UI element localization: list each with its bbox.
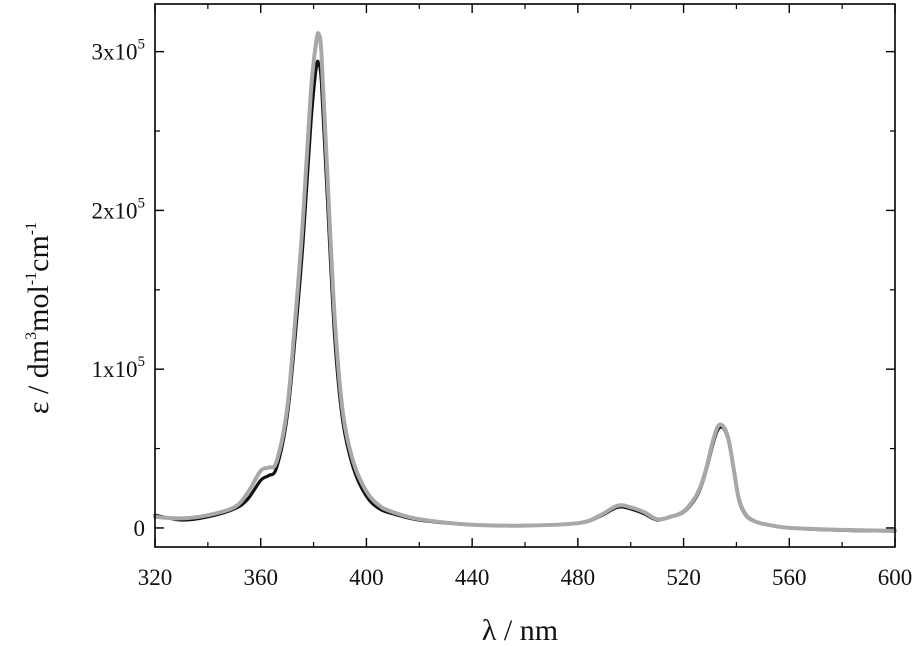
- y-axis-title-part: cm: [22, 235, 55, 272]
- series-line-2: [153, 31, 897, 533]
- x-tick-label: 400: [349, 565, 384, 590]
- series-layer: [153, 31, 897, 533]
- y-axis-title-sup: -1: [23, 272, 40, 285]
- y-axis-title-sup: 3: [23, 332, 40, 340]
- y-axis-title-part: ε / dm: [22, 340, 55, 414]
- plot-frame: [154, 3, 896, 548]
- x-tick-label: 360: [243, 565, 278, 590]
- x-tick-label: 480: [561, 565, 596, 590]
- series-line-1: [153, 59, 897, 533]
- x-tick-label: 560: [772, 565, 807, 590]
- tick-layer: 320 360 400 440 480 520 560 600 0 1x105 2x105 3x105: [92, 4, 913, 590]
- x-tick-label: 440: [455, 565, 490, 590]
- y-tick-label: 3x105: [92, 37, 146, 65]
- y-axis-title-sup: -1: [23, 222, 40, 235]
- y-axis-title: ε / dm3mol-1cm-1: [22, 222, 55, 414]
- x-tick-label: 520: [666, 565, 701, 590]
- y-tick-label: 2x105: [92, 195, 146, 223]
- y-tick-label: 1x105: [92, 354, 146, 382]
- x-tick-label: 600: [878, 565, 913, 590]
- y-tick-label: 0: [134, 516, 146, 541]
- x-tick-label: 320: [138, 565, 173, 590]
- y-axis-title-part: mol: [22, 285, 55, 332]
- x-axis-title: λ / nm: [482, 614, 558, 646]
